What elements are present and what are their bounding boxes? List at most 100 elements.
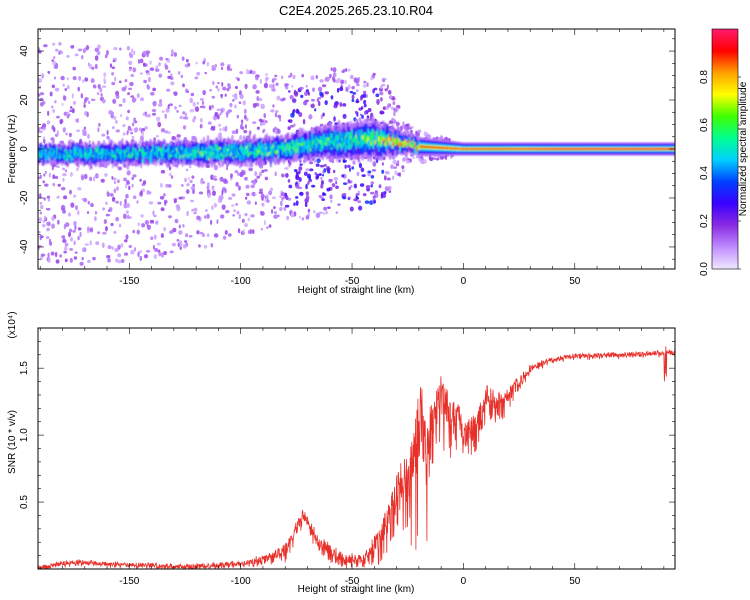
heatmap-cell xyxy=(105,225,108,232)
heatmap-band-cell xyxy=(466,148,469,150)
heatmap-band-cell xyxy=(606,148,609,150)
heatmap-band-cell xyxy=(251,151,254,155)
heatmap-band-cell xyxy=(372,132,375,137)
heatmap-cell xyxy=(70,45,75,49)
heatmap-band-cell xyxy=(172,150,175,157)
heatmap-band-cell xyxy=(240,148,243,161)
heatmap-cell xyxy=(337,203,341,206)
heatmap-band-cell xyxy=(82,147,85,159)
heatmap-cell xyxy=(355,89,359,93)
heatmap-band-cell xyxy=(236,148,239,155)
heatmap-band-cell xyxy=(398,144,401,148)
heatmap-cell xyxy=(184,88,189,93)
heatmap-band-cell xyxy=(658,148,661,150)
heatmap-cell xyxy=(216,108,221,112)
heatmap-cell xyxy=(303,171,308,176)
heatmap-cell xyxy=(152,100,157,107)
heatmap-cell xyxy=(213,202,218,208)
heatmap-cell xyxy=(363,80,367,84)
heatmap-band-cell xyxy=(208,144,211,157)
heatmap-cell xyxy=(154,247,159,252)
heatmap-cell xyxy=(323,206,328,211)
heatmap-band-cell xyxy=(227,148,229,152)
heatmap-band-cell xyxy=(316,138,319,142)
heatmap-band-cell xyxy=(652,148,654,150)
heatmap-band-cell xyxy=(241,146,244,154)
heatmap-cell xyxy=(371,169,377,172)
heatmap-cell xyxy=(44,170,47,174)
heatmap-band-cell xyxy=(116,149,119,156)
heatmap-cell xyxy=(220,94,223,99)
heatmap-cell xyxy=(199,117,203,123)
heatmap-cell xyxy=(51,216,55,222)
heatmap-band-cell xyxy=(485,148,487,150)
heatmap-cell xyxy=(241,218,245,223)
heatmap-band-cell xyxy=(408,148,411,151)
heatmap-band-cell xyxy=(73,150,76,153)
heatmap-band-cell xyxy=(144,152,147,156)
heatmap-band-cell xyxy=(283,148,286,152)
heatmap-cell xyxy=(295,175,300,181)
heatmap-cell xyxy=(225,210,230,214)
heatmap-band-cell xyxy=(403,138,406,141)
heatmap-band-cell xyxy=(285,143,288,151)
heatmap-band-cell xyxy=(300,143,303,147)
heatmap-band-cell xyxy=(81,150,84,156)
heatmap-cell xyxy=(96,50,101,56)
heatmap-cell xyxy=(130,249,135,255)
heatmap-cell xyxy=(142,180,147,185)
heatmap-cell xyxy=(227,233,232,237)
heatmap-cell xyxy=(295,196,299,199)
heatmap-band-cell xyxy=(666,148,669,150)
heatmap-cell xyxy=(123,177,127,182)
heatmap-cell xyxy=(103,72,107,78)
heatmap-cell xyxy=(325,210,328,215)
heatmap-band-cell xyxy=(203,150,205,153)
heatmap-cell xyxy=(73,194,77,198)
heatmap-band-cell xyxy=(167,151,169,158)
heatmap-cell xyxy=(70,202,75,208)
heatmap-band-cell xyxy=(160,148,163,152)
heatmap-band-cell xyxy=(168,147,171,150)
heatmap-cell xyxy=(75,205,79,211)
heatmap-band-cell xyxy=(138,147,141,151)
heatmap-cell xyxy=(131,135,135,139)
heatmap-band-cell xyxy=(432,146,435,149)
heatmap-cell xyxy=(39,102,44,107)
heatmap-cell xyxy=(238,101,242,105)
heatmap-cell xyxy=(195,61,198,65)
snr-x-label: Height of straight line (km) xyxy=(298,584,415,595)
heatmap-band-cell xyxy=(171,152,173,156)
heatmap-cell xyxy=(62,239,67,243)
heatmap-cell xyxy=(38,50,42,54)
heatmap-band-cell xyxy=(423,145,426,148)
heatmap-band-cell xyxy=(633,148,636,150)
heatmap-cell xyxy=(259,119,264,123)
heatmap-band-cell xyxy=(193,154,196,158)
colorbar-tick-label: 0.2 xyxy=(699,214,710,228)
heatmap-cell xyxy=(314,172,318,176)
heatmap-band-cell xyxy=(241,151,244,154)
heatmap-cell xyxy=(93,176,96,182)
heatmap-cell xyxy=(128,60,133,66)
heatmap-band-cell xyxy=(638,148,641,150)
heatmap-band-cell xyxy=(72,157,74,160)
heatmap-cell xyxy=(52,42,56,46)
snr-x-tick-label: 0 xyxy=(461,576,467,587)
heatmap-cell xyxy=(112,177,117,181)
heatmap-cell xyxy=(168,131,171,135)
heatmap-band-cell xyxy=(142,152,145,163)
heatmap-band-cell xyxy=(114,155,117,159)
heatmap-cell xyxy=(47,252,50,258)
heatmap-band-cell xyxy=(255,152,258,156)
heatmap-band-cell xyxy=(554,148,557,150)
heatmap-cell xyxy=(416,129,422,133)
heatmap-cell xyxy=(217,87,220,92)
heatmap-cell xyxy=(308,161,314,165)
heatmap-band-cell xyxy=(415,141,418,151)
heatmap-cell xyxy=(351,94,355,100)
heatmap-cell xyxy=(248,167,253,172)
heatmap-cell xyxy=(252,121,257,124)
heatmap-band-cell xyxy=(220,146,223,154)
heatmap-cell xyxy=(440,134,443,141)
